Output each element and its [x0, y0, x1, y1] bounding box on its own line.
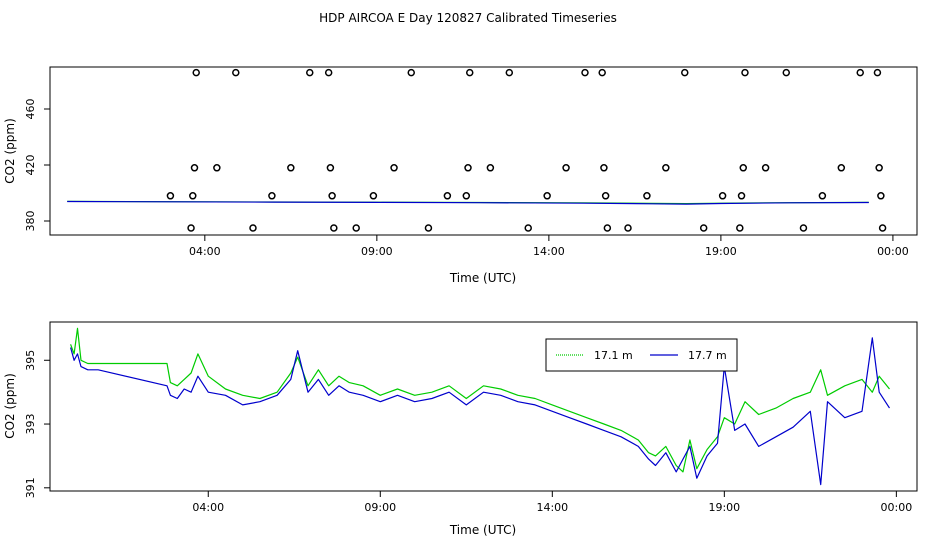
x-tick-label: 00:00 [877, 245, 909, 258]
y-tick-label: 420 [24, 155, 37, 176]
calibration-point [249, 224, 257, 232]
y-tick-label: 395 [24, 350, 37, 371]
calibration-point [875, 164, 883, 172]
series-line-17-7-m [67, 200, 869, 205]
calibration-point [761, 164, 770, 172]
calibration-point [736, 224, 744, 232]
calibration-point [465, 68, 474, 77]
calibration-point [326, 164, 335, 172]
calibration-point [581, 68, 589, 77]
calibration-point [390, 164, 398, 172]
x-tick-label: 00:00 [881, 501, 913, 514]
calibration-point [598, 68, 606, 77]
y-tick-label: 393 [24, 414, 37, 435]
panel-timeseries-ylabel: CO2 (ppm) [3, 373, 17, 439]
calibration-point [166, 192, 175, 200]
calibration-point [837, 164, 846, 172]
calibration-point [287, 164, 295, 172]
panel-calibration: 04:00 09:00 14:00 19:00 00:00 380 420 460 Time … [3, 66, 918, 285]
series-line-17-7-m [70, 337, 891, 486]
legend-box [545, 338, 738, 372]
legend-label-17-7m: 17.7 m [688, 349, 727, 362]
x-tick-label: 04:00 [192, 501, 224, 514]
calibration-point [369, 192, 378, 200]
calibration-point [818, 192, 827, 200]
figure-title: HDP AIRCOA E Day 120827 Calibrated Times… [319, 11, 617, 25]
calibration-point [718, 192, 727, 200]
x-tick-label: 14:00 [536, 501, 568, 514]
calibration-point [600, 164, 608, 172]
calibration-point [699, 224, 708, 232]
calibration-point [681, 68, 689, 77]
calibration-point [464, 164, 472, 172]
calibration-point [213, 164, 221, 172]
calibration-point [873, 68, 882, 77]
calibration-point [190, 164, 199, 172]
x-tick-label: 14:00 [533, 245, 565, 258]
panel-calibration-ylabel: CO2 (ppm) [3, 118, 17, 184]
panel-timeseries-frame [49, 321, 918, 492]
calibration-point [603, 224, 612, 232]
legend-label-17-1m: 17.1 m [594, 349, 633, 362]
calibration-point [643, 192, 651, 200]
calibration-point [799, 224, 808, 232]
y-tick-label: 460 [24, 99, 37, 120]
calibration-point [330, 224, 338, 232]
calibration-point [462, 192, 471, 200]
panel-timeseries-xlabel: Time (UTC) [449, 523, 516, 537]
calibration-point [856, 68, 864, 77]
calibration-point [328, 192, 336, 200]
x-tick-label: 09:00 [364, 501, 396, 514]
calibration-point [407, 68, 415, 77]
y-tick-label: 380 [24, 211, 37, 232]
calibration-point [505, 68, 514, 77]
calibration-point [306, 68, 314, 77]
calibration-point [232, 68, 240, 77]
calibration-point [189, 192, 197, 200]
x-tick-label: 19:00 [705, 245, 737, 258]
calibration-point [741, 68, 749, 77]
calibration-point [543, 192, 551, 200]
panel-calibration-xlabel: Time (UTC) [449, 271, 516, 285]
calibration-point [624, 224, 632, 232]
calibration-point [524, 224, 532, 232]
x-tick-label: 19:00 [708, 501, 740, 514]
calibration-point [739, 164, 748, 172]
panel-calibration-marks: 04:00 09:00 14:00 19:00 00:00 380 420 460 [24, 68, 909, 258]
x-tick-label: 09:00 [361, 245, 393, 258]
panel-timeseries-marks: 04:00 09:00 14:00 19:00 00:00 391 393 395 [24, 327, 913, 514]
calibration-point [486, 164, 495, 172]
calibration-point [324, 68, 333, 77]
calibration-point [562, 164, 570, 172]
panel-timeseries: 04:00 09:00 14:00 19:00 00:00 391 393 395 Time … [3, 321, 918, 537]
calibration-point [424, 224, 433, 232]
calibration-point [352, 224, 360, 232]
series-line-17-1-m [70, 327, 890, 473]
calibration-point [268, 192, 276, 200]
calibration-point [443, 192, 452, 200]
calibration-point [878, 224, 887, 232]
panel-calibration-frame [49, 66, 918, 236]
calibration-point [877, 192, 885, 200]
x-tick-label: 04:00 [189, 245, 221, 258]
calibration-point [601, 192, 610, 200]
calibration-point [187, 224, 195, 232]
y-tick-label: 391 [24, 477, 37, 498]
calibration-point [192, 68, 200, 77]
calibration-point [782, 68, 791, 77]
legend: 17.1 m 17.7 m [545, 338, 738, 372]
calibration-point [737, 192, 746, 200]
calibration-point [662, 164, 670, 172]
